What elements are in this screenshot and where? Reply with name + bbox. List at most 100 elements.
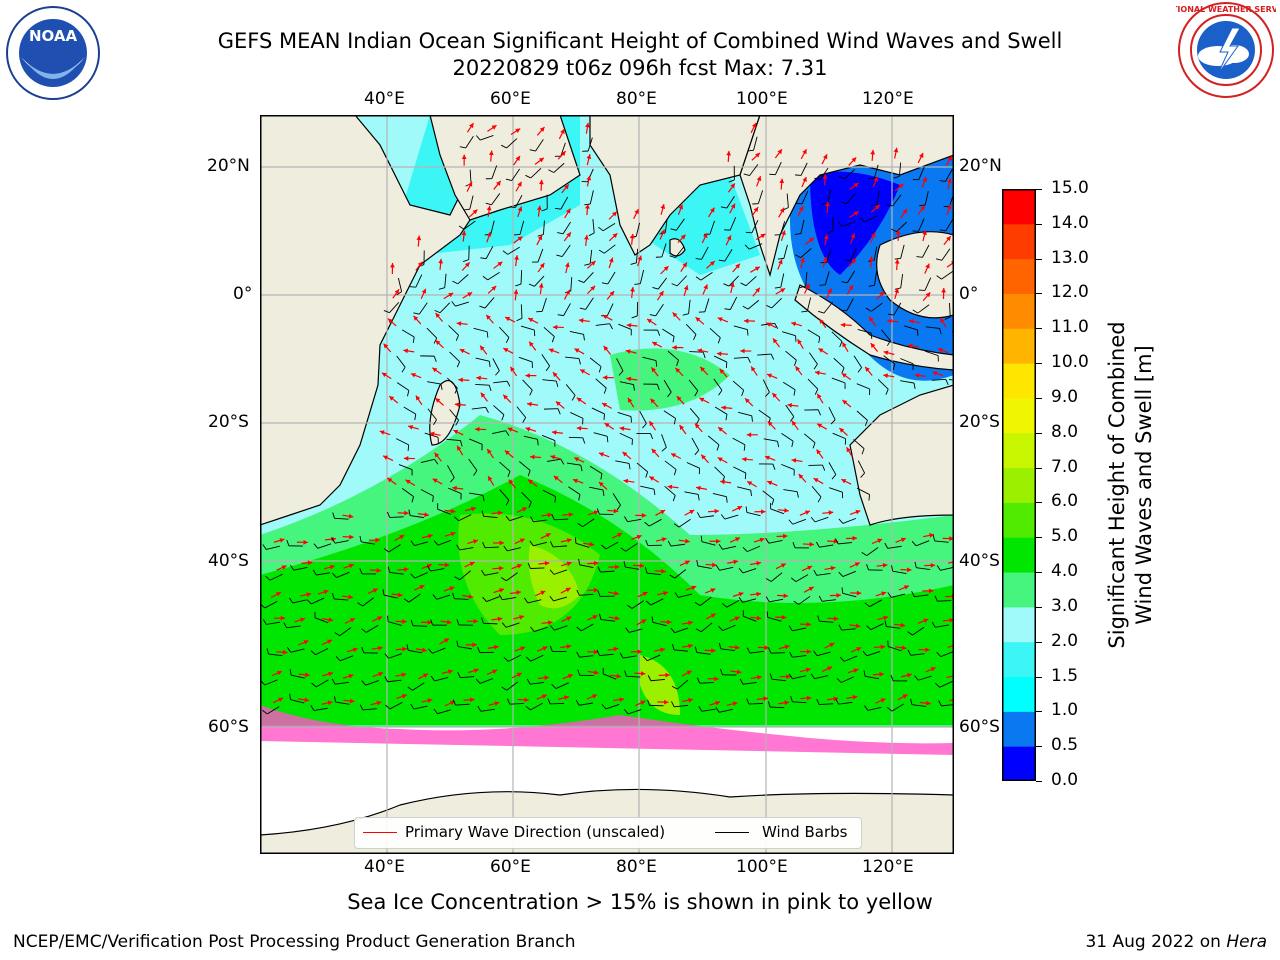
wind-barb-shaft (420, 489, 434, 497)
wind-barb-shaft (469, 438, 483, 445)
wind-barb-shaft (619, 381, 634, 386)
wave-direction-arrowhead (683, 285, 689, 291)
wind-barb-shaft (339, 627, 352, 637)
wind-barb-feather (771, 499, 775, 506)
colorbar-frame (1002, 189, 1036, 781)
wind-barb-shaft (900, 380, 915, 384)
wind-barb-shaft (264, 600, 278, 609)
wave-direction-arrowhead (402, 646, 407, 652)
wind-barb-shaft (934, 540, 949, 543)
wind-barb-shaft (800, 162, 808, 176)
wind-barb-shaft (640, 485, 655, 490)
wind-barb-shaft (806, 297, 812, 312)
wind-barb-feather (477, 705, 482, 712)
wind-barb-feather (527, 562, 531, 569)
wave-direction-arrowhead (756, 615, 762, 621)
wind-barb-shaft (505, 622, 520, 628)
wind-barb-feather (577, 669, 581, 676)
wave-direction-arrow (949, 699, 954, 702)
wind-barb-feather (452, 592, 455, 599)
wind-barb-feather (720, 206, 727, 209)
wind-barb-shaft (749, 243, 763, 250)
wave-direction-arrowhead (567, 674, 573, 679)
wave-direction-arrowhead (550, 454, 556, 460)
wind-barb-feather (669, 574, 676, 579)
wind-barb-shaft (844, 655, 858, 662)
wind-barb-shaft (334, 540, 349, 544)
wind-barb-shaft (877, 379, 889, 390)
wave-direction-arrowhead (735, 537, 741, 542)
wind-barb-shaft (904, 325, 918, 331)
wave-direction-arrowhead (539, 127, 545, 132)
wave-direction-arrowhead (827, 288, 832, 294)
wind-barb-feather (618, 370, 624, 376)
wind-barb-feather (333, 696, 337, 703)
wind-barb-feather (359, 535, 362, 542)
wind-barb-feather (694, 646, 698, 653)
wind-barb-feather (475, 135, 481, 141)
wind-barb-feather (598, 226, 604, 232)
wave-direction-arrowhead (881, 591, 887, 597)
wind-barb-feather (560, 458, 565, 465)
left-lat-label-40s: 40°S (208, 551, 249, 571)
wind-barb-feather (602, 489, 605, 496)
wind-barb-shaft (388, 653, 402, 659)
wave-direction-arrowhead (593, 649, 599, 655)
wind-barb-feather (944, 316, 951, 320)
wave-direction-arrowhead (349, 618, 355, 623)
wind-barb-shaft (448, 487, 462, 494)
wind-barb-feather (408, 509, 411, 516)
wind-barb-shaft (631, 600, 644, 609)
wind-barb-feather (766, 611, 769, 618)
wave-direction-arrowhead (494, 701, 500, 706)
wind-barb-feather (886, 203, 893, 207)
wind-barb-feather (667, 391, 672, 398)
wave-direction-arrowhead (306, 592, 312, 597)
wind-barb-shaft (459, 547, 474, 551)
wind-barb-shaft (410, 515, 425, 519)
wave-direction-arrowhead (833, 616, 839, 622)
wind-barb-shaft (485, 246, 494, 259)
wave-direction-arrowhead (828, 510, 834, 516)
wind-barb-feather (609, 323, 613, 330)
wave-zone-bright-green (260, 475, 954, 725)
wind-barb-shaft (408, 649, 422, 654)
wind-barb-shaft (792, 701, 807, 704)
wind-barb-shaft (520, 325, 535, 331)
wave-direction-arrowhead (786, 674, 791, 680)
wind-barb-feather (864, 420, 868, 427)
wind-barb-shaft (841, 628, 856, 631)
wind-barb-shaft (664, 485, 676, 496)
wind-barb-shaft (746, 512, 761, 517)
wind-barb-feather (334, 632, 340, 637)
wind-barb-feather (596, 508, 600, 515)
wave-direction-arrowhead (751, 366, 756, 372)
wind-barb-shaft (455, 301, 469, 307)
wave-direction-arrowhead (634, 209, 639, 215)
wind-barb-feather (914, 675, 919, 681)
wind-barb-shaft (696, 652, 711, 655)
wind-barb-shaft (475, 383, 490, 386)
wind-barb-shaft (468, 458, 478, 471)
wind-barb-feather (434, 309, 441, 314)
wind-barb-feather (396, 291, 402, 296)
wind-barb-shaft (663, 410, 676, 419)
wind-barb-feather (813, 650, 818, 656)
left-lat-label-0: 0° (233, 284, 253, 304)
wave-direction-arrowhead (493, 644, 499, 650)
wave-direction-arrowhead (602, 375, 608, 380)
wave-direction-arrowhead (304, 697, 310, 703)
wind-barb-feather (624, 516, 628, 522)
wave-direction-arrowhead (529, 341, 534, 347)
wave-direction-arrowhead (348, 563, 354, 569)
wave-direction-arrowhead (850, 233, 856, 239)
wind-barb-feather (653, 489, 656, 496)
wave-direction-arrowhead (593, 510, 599, 515)
wind-barb-feather (866, 564, 869, 571)
wave-direction-arrowhead (469, 697, 475, 703)
wave-direction-arrowhead (521, 507, 527, 512)
wind-barb-shaft (514, 195, 523, 208)
wind-barb-feather (332, 512, 335, 519)
wave-direction-arrowhead (879, 291, 885, 297)
wind-barb-feather (576, 651, 580, 658)
